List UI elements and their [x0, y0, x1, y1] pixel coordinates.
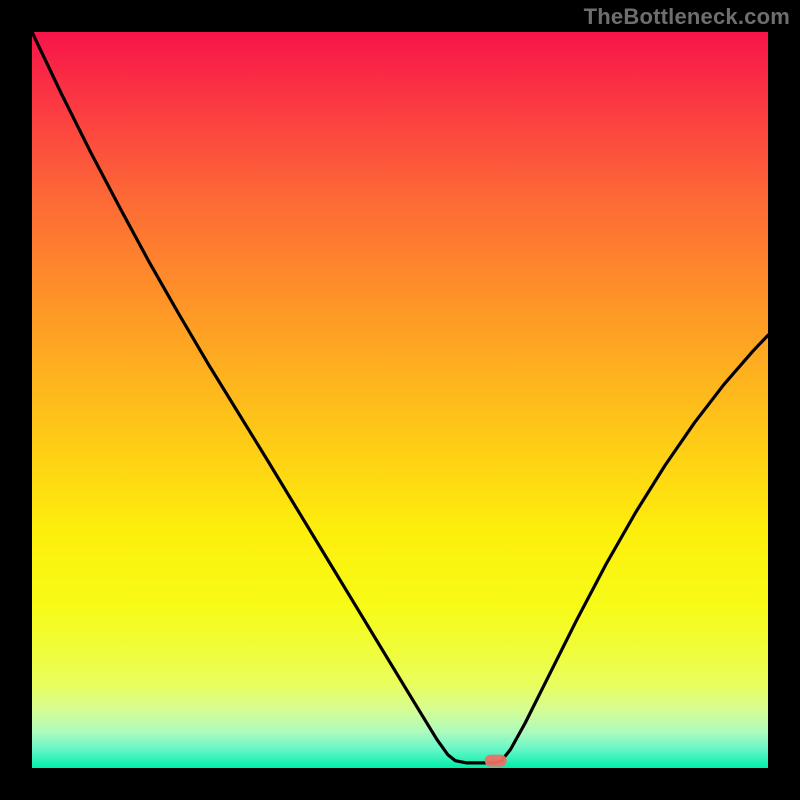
bottleneck-marker	[485, 755, 507, 767]
bottleneck-chart	[0, 0, 800, 800]
watermark-text: TheBottleneck.com	[584, 4, 790, 30]
chart-plot-area	[32, 32, 768, 768]
chart-stage: TheBottleneck.com	[0, 0, 800, 800]
